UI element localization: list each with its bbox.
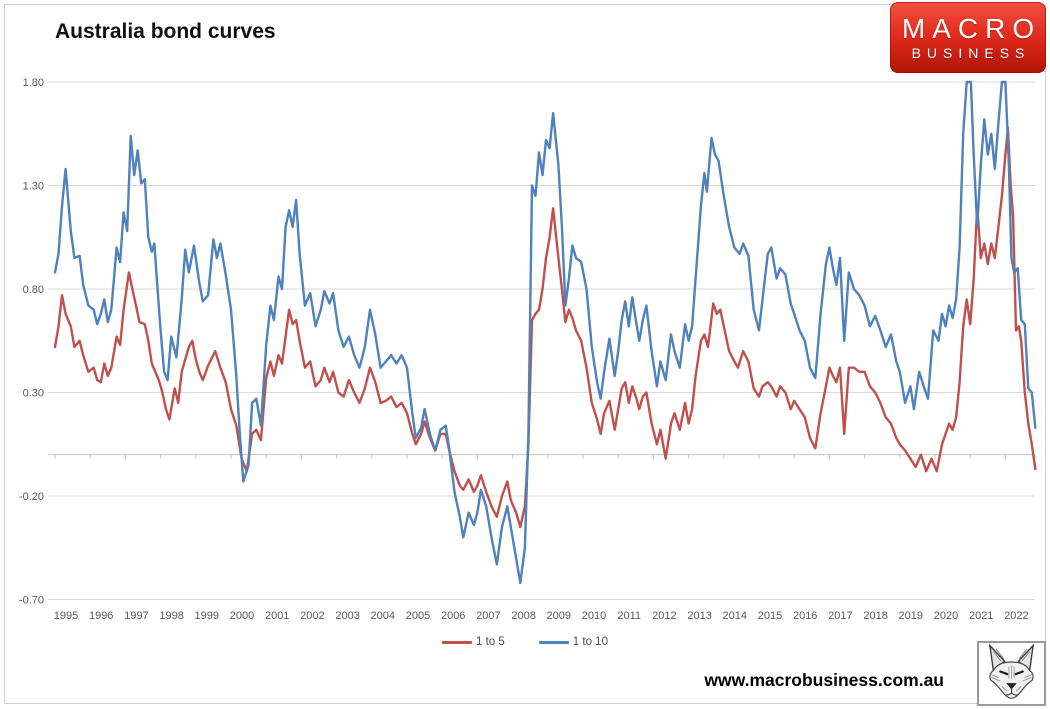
- x-axis-tick-label: 2004: [371, 610, 395, 622]
- x-axis-tick-label: 2019: [899, 610, 923, 622]
- x-axis-tick-label: 2007: [476, 610, 500, 622]
- x-axis-tick-label: 1997: [124, 610, 148, 622]
- y-axis-tick-label: 1.80: [23, 77, 44, 89]
- x-axis-tick-label: 2018: [863, 610, 887, 622]
- macrobusiness-logo: MACRO BUSINESS: [890, 2, 1046, 73]
- y-axis-tick-label: 1.30: [23, 181, 44, 193]
- legend-item-1-to-5: 1 to 5: [442, 636, 505, 648]
- y-axis-tick-label: -0.20: [19, 491, 44, 503]
- x-axis-tick-label: 2010: [582, 610, 606, 622]
- fox-logo-frame: [977, 641, 1046, 706]
- y-axis-tick-label: 0.30: [23, 388, 44, 400]
- x-axis-tick-label: 1998: [159, 610, 183, 622]
- x-axis-tick-label: 2000: [230, 610, 254, 622]
- x-axis-tick-label: 2014: [723, 610, 747, 622]
- page-title: Australia bond curves: [55, 20, 276, 43]
- legend-item-1-to-10: 1 to 10: [538, 636, 608, 648]
- x-axis-tick-label: 2017: [828, 610, 852, 622]
- x-axis-tick-label: 2006: [441, 610, 465, 622]
- series-line-1-to-10: [53, 80, 1037, 585]
- x-axis-tick-label: 2003: [335, 610, 359, 622]
- x-axis-tick-label: 2011: [617, 610, 641, 622]
- x-axis-tick-label: 2008: [511, 610, 535, 622]
- fox-sketch-icon: [981, 642, 1042, 705]
- x-axis-tick-label: 1996: [89, 610, 113, 622]
- x-axis-tick-label: 2009: [547, 610, 571, 622]
- chart-legend: 1 to 5 1 to 10: [0, 636, 1050, 648]
- x-axis-tick-label: 2002: [300, 610, 324, 622]
- legend-label: 1 to 5: [476, 636, 505, 648]
- x-axis-tick-label: 2012: [652, 610, 676, 622]
- x-axis-tick-label: 2022: [1004, 610, 1028, 622]
- y-axis-tick-label: -0.70: [19, 595, 44, 607]
- chart-outer-border: [4, 4, 1046, 704]
- x-axis-tick-label: 2021: [969, 610, 993, 622]
- x-axis-tick-label: 2005: [406, 610, 430, 622]
- x-axis-tick-label: 1995: [54, 610, 78, 622]
- x-axis-tick-label: 2015: [758, 610, 782, 622]
- x-axis-tick-label: 1999: [195, 610, 219, 622]
- legend-label: 1 to 10: [572, 636, 608, 648]
- x-axis-tick-label: 2020: [934, 610, 958, 622]
- x-axis-tick-label: 2016: [793, 610, 817, 622]
- x-axis-tick-label: 2001: [265, 610, 289, 622]
- y-axis-tick-label: 0.80: [23, 284, 44, 296]
- macrobusiness-logo-text-macro: MACRO: [901, 12, 1042, 44]
- series-line-1-to-5: [53, 126, 1037, 529]
- macrobusiness-logo-text-business: BUSINESS: [911, 45, 1031, 62]
- legend-line-swatch: [442, 640, 473, 644]
- website-url-text: www.macrobusiness.com.au: [704, 670, 944, 690]
- x-axis-tick-label: 2013: [687, 610, 711, 622]
- legend-line-swatch: [538, 640, 569, 644]
